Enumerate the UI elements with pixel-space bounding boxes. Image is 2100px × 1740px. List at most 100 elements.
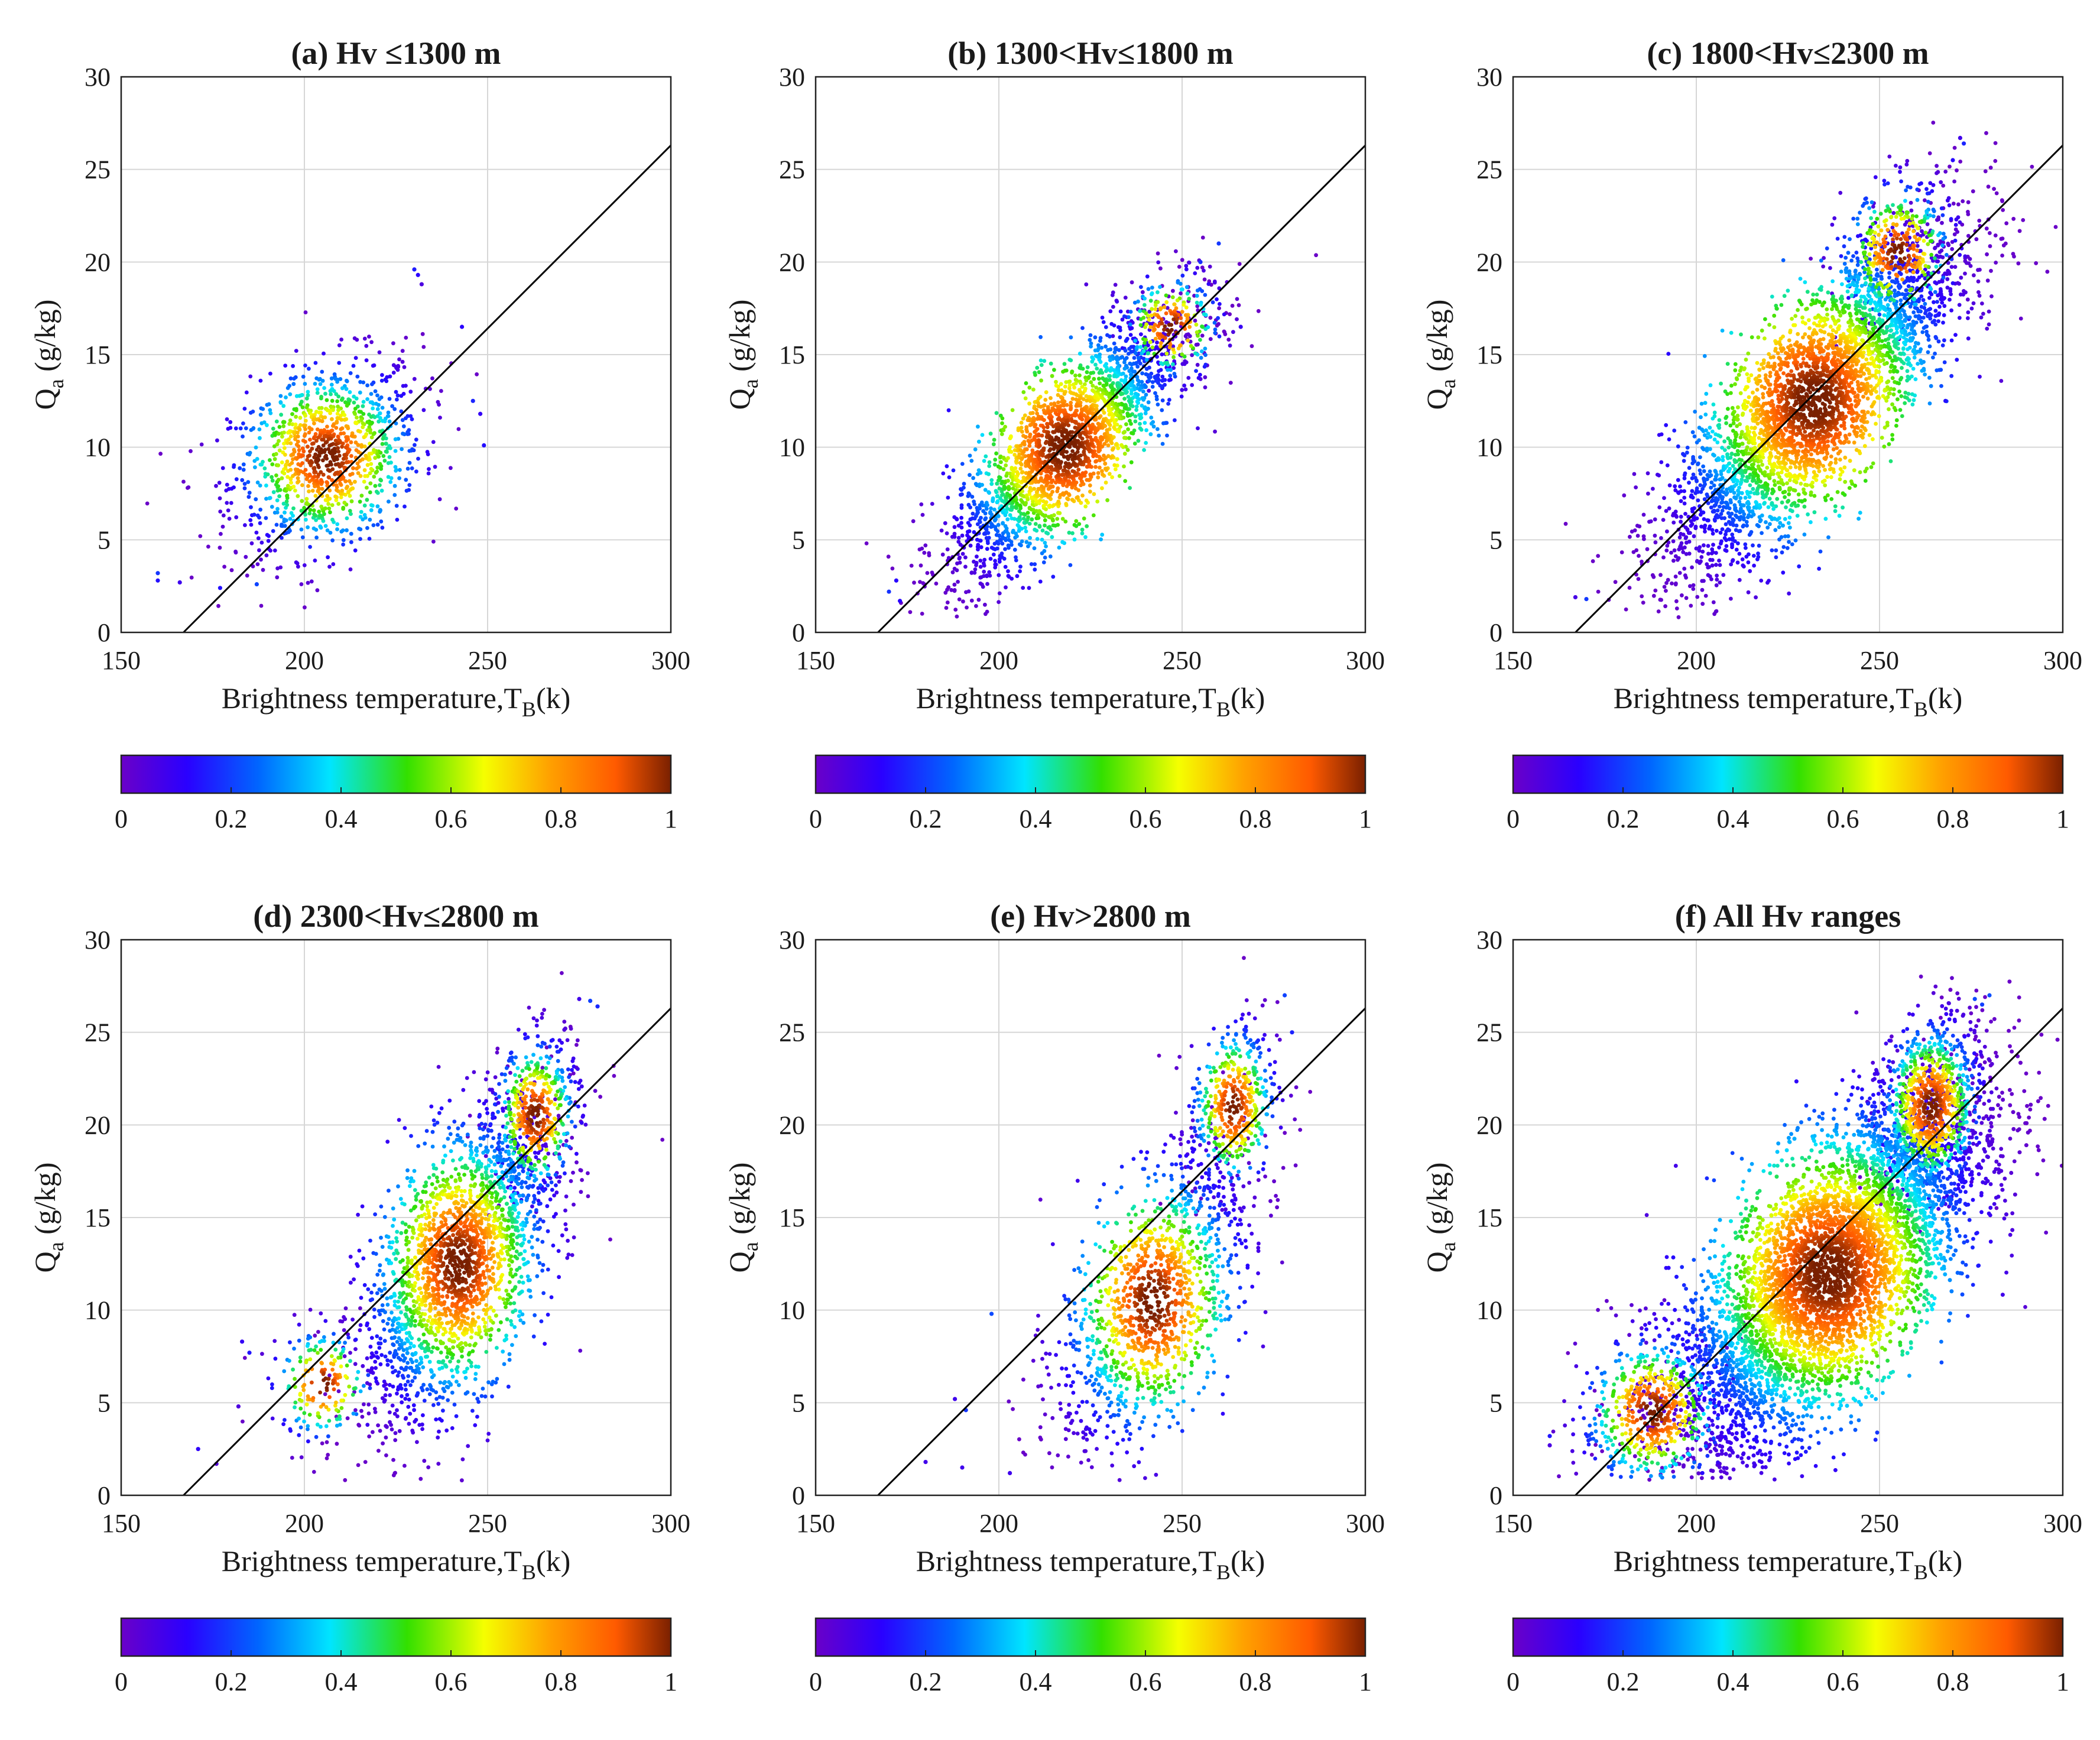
scatter-point	[1012, 453, 1017, 457]
scatter-point	[251, 410, 255, 414]
outlier-point	[177, 580, 182, 585]
scatter-point	[274, 452, 278, 456]
scatter-point	[1127, 398, 1131, 403]
scatter-point	[322, 386, 326, 390]
scatter-point	[345, 379, 349, 384]
scatter-point	[407, 449, 412, 453]
scatter-point	[1627, 586, 1632, 590]
scatter-point	[1894, 164, 1898, 168]
scatter-point	[1689, 519, 1693, 524]
scatter-point	[1094, 385, 1098, 390]
scatter-point	[1142, 296, 1147, 301]
scatter-point	[1168, 374, 1173, 378]
scatter-point	[308, 545, 312, 549]
scatter-point	[1613, 580, 1618, 585]
scatter-point	[1986, 184, 1991, 189]
scatter-point	[367, 413, 371, 417]
scatter-point	[1213, 330, 1218, 335]
scatter-point	[385, 446, 390, 450]
scatter-point	[361, 421, 365, 426]
scatter-point	[1688, 531, 1692, 535]
scatter-point	[1195, 300, 1199, 305]
scatter-point	[1113, 283, 1118, 287]
scatter-point	[1109, 385, 1114, 389]
scatter-point	[1703, 529, 1707, 534]
scatter-point	[1103, 344, 1108, 349]
scatter-point	[291, 382, 296, 387]
scatter-point	[1023, 413, 1027, 418]
scatter-point	[1936, 243, 1940, 248]
scatter-point	[282, 471, 287, 476]
scatter-point	[379, 378, 384, 383]
scatter-point	[379, 519, 384, 524]
scatter-point	[401, 384, 405, 388]
scatter-point	[387, 499, 391, 504]
scatter-point	[219, 532, 223, 536]
scatter-point	[1003, 424, 1007, 429]
scatter-point	[333, 494, 337, 499]
scatter-point	[1945, 252, 1949, 257]
scatter-point	[1939, 206, 1944, 210]
scatter-point	[1077, 522, 1082, 526]
scatter-point	[301, 453, 305, 458]
scatter-point	[307, 511, 312, 515]
outlier-point	[894, 578, 898, 583]
scatter-point	[1946, 243, 1951, 248]
scatter-point	[989, 482, 994, 486]
scatter-point	[1664, 581, 1669, 585]
scatter-point	[989, 522, 994, 526]
scatter-point	[1935, 164, 1939, 168]
scatter-point	[303, 427, 307, 431]
scatter-point	[1931, 355, 1935, 360]
scatter-point	[387, 419, 392, 424]
scatter-point	[1129, 388, 1134, 393]
y-tick-label: 30	[85, 63, 111, 92]
scatter-point	[384, 442, 388, 446]
scatter-point	[313, 494, 318, 498]
scatter-point	[1847, 271, 1852, 276]
scatter-point	[985, 582, 989, 586]
scatter-point	[189, 449, 193, 453]
scatter-point	[1917, 309, 1922, 313]
scatter-point	[1706, 518, 1710, 522]
scatter-point	[1082, 449, 1086, 454]
scatter-point	[1046, 481, 1050, 485]
scatter-point	[259, 540, 264, 545]
scatter-point	[1156, 251, 1160, 256]
scatter-point	[340, 444, 344, 449]
scatter-point	[1135, 365, 1140, 369]
scatter-point	[336, 394, 341, 399]
scatter-point	[974, 560, 979, 565]
scatter-point	[995, 481, 999, 486]
scatter-point	[1172, 372, 1177, 376]
scatter-point	[1745, 523, 1750, 528]
scatter-point	[1663, 604, 1668, 609]
scatter-point	[978, 470, 983, 475]
scatter-point	[454, 507, 459, 511]
scatter-point	[1780, 550, 1784, 555]
scatter-point	[944, 606, 949, 610]
scatter-point	[1199, 356, 1203, 360]
scatter-point	[1147, 388, 1151, 393]
scatter-point	[378, 462, 382, 466]
scatter-point	[1898, 170, 1902, 174]
scatter-point	[1089, 341, 1093, 346]
scatter-point	[284, 395, 288, 400]
scatter-point	[1009, 450, 1014, 454]
scatter-point	[1062, 449, 1066, 453]
scatter-point	[339, 495, 343, 499]
scatter-point	[1256, 309, 1261, 313]
scatter-point	[1028, 535, 1032, 540]
scatter-point	[1011, 505, 1015, 509]
scatter-point	[1157, 369, 1161, 374]
scatter-point	[1713, 478, 1718, 482]
scatter-point	[1140, 403, 1144, 408]
scatter-point	[394, 421, 398, 426]
scatter-point	[1646, 491, 1650, 496]
scatter-point	[365, 526, 369, 530]
scatter-point	[328, 411, 332, 415]
scatter-point	[1099, 346, 1104, 350]
scatter-point	[1208, 264, 1212, 269]
scatter-point	[1898, 298, 1903, 303]
scatter-point	[380, 405, 385, 410]
